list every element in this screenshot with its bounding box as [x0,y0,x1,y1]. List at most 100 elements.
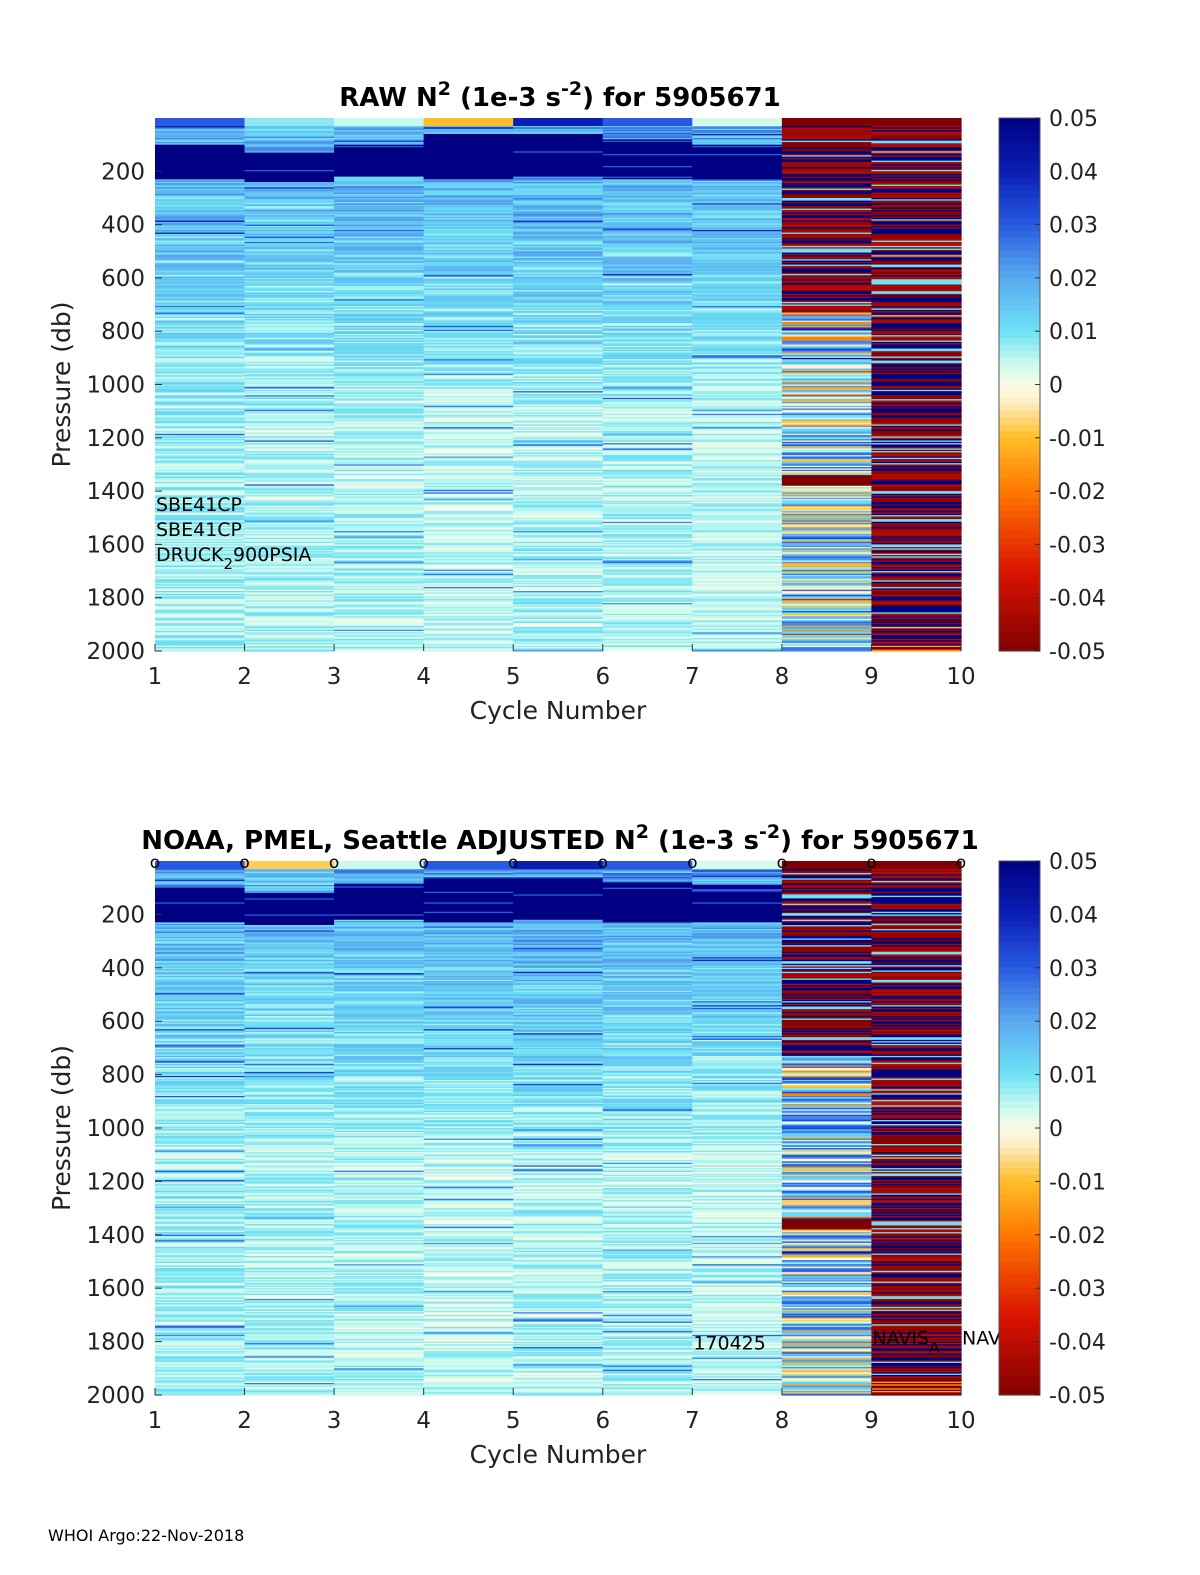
heatmap-cell [513,567,604,569]
heatmap-cell [244,1150,335,1153]
heatmap-cell [781,483,873,486]
heatmap-cell [155,421,246,424]
heatmap-cell [423,252,514,255]
heatmap-cell [244,595,335,597]
heatmap-cell [244,149,335,152]
heatmap-cell [155,608,246,611]
heatmap-cell [602,377,693,380]
heatmap-cell [423,575,514,577]
heatmap-cell [155,467,246,470]
annotation-text: DRUCK2900PSIA [156,544,311,573]
heatmap-cell [513,128,604,131]
heatmap-cell [871,597,962,600]
heatmap-cell [781,467,873,470]
heatmap-cell [602,603,693,605]
heatmap-cell [334,1346,425,1349]
heatmap-cell [155,914,246,917]
colorbar-segment [999,351,1040,359]
heatmap-cell [334,304,425,307]
heatmap-cell [244,311,335,314]
heatmap-cell [781,484,873,487]
heatmap-cell [781,383,873,386]
heatmap-cell [244,283,335,286]
heatmap-cell [155,337,246,340]
heatmap-cell [602,201,693,204]
heatmap-cell [602,368,693,371]
heatmap-cell [334,1249,425,1252]
heatmap-cell [244,552,335,555]
heatmap-cell [781,119,873,122]
heatmap-cell [692,220,783,223]
heatmap-cell [155,1313,246,1316]
heatmap-cell [244,1285,335,1288]
heatmap-cell [334,473,425,476]
heatmap-cell [244,937,335,940]
heatmap-cell [871,285,962,288]
heatmap-cell [423,351,514,354]
heatmap-cell [244,1075,335,1078]
heatmap-cell [244,580,335,583]
heatmap-cell [781,452,873,455]
heatmap-cell [155,961,246,964]
heatmap-cell [334,933,425,936]
heatmap-cell [781,144,873,147]
heatmap-cell [155,883,246,886]
heatmap-cell [513,409,604,412]
heatmap-cell [871,215,962,218]
heatmap-cell [513,537,604,540]
heatmap-cell [334,168,425,171]
heatmap-cell [155,132,246,135]
heatmap-cell [155,385,246,388]
heatmap-cell [602,127,693,130]
heatmap-cell [692,605,783,608]
heatmap-cell [781,161,873,164]
heatmap-cell [781,469,873,472]
heatmap-cell [423,196,514,199]
heatmap-cell [781,192,873,195]
heatmap-cell [334,953,425,956]
heatmap-cell [334,1318,425,1321]
heatmap-cell [692,508,783,511]
heatmap-cell [155,359,246,362]
heatmap-cell [781,125,873,128]
heatmap-cell [244,603,335,605]
heatmap-cell [334,1312,425,1315]
heatmap-cell [244,938,335,941]
heatmap-cell [334,975,425,978]
heatmap-cell [692,481,783,484]
heatmap-cell [334,939,425,942]
heatmap-cell [334,1066,425,1069]
heatmap-cell [871,456,962,459]
heatmap-cell [871,556,962,559]
heatmap-cell [155,1234,246,1237]
heatmap-cell [244,1091,335,1094]
heatmap-cell [244,1293,335,1296]
heatmap-cell [155,313,246,316]
heatmap-cell [423,289,514,292]
heatmap-cell [602,159,693,162]
heatmap-cell [334,145,425,148]
heatmap-cell [334,926,425,929]
heatmap-cell [334,383,425,386]
heatmap-cell [423,456,514,459]
y-tick-label: 600 [101,266,145,292]
heatmap-cell [244,120,335,123]
heatmap-cell [513,467,604,470]
heatmap-cell [781,604,873,607]
heatmap-cell [513,233,604,236]
heatmap-cell [244,867,335,870]
heatmap-cell [423,460,514,463]
heatmap-cell [781,247,873,250]
heatmap-cell [155,921,246,924]
heatmap-cell [244,420,335,423]
heatmap-cell [244,1063,335,1066]
heatmap-cell [513,551,604,553]
heatmap-cell [781,140,873,143]
heatmap-cell [513,236,604,239]
heatmap-cell [334,528,425,531]
heatmap-cell [244,275,335,278]
heatmap-cell [244,1094,335,1097]
heatmap-cell [513,449,604,452]
heatmap-cell [334,1365,425,1368]
heatmap-cell [155,457,246,460]
